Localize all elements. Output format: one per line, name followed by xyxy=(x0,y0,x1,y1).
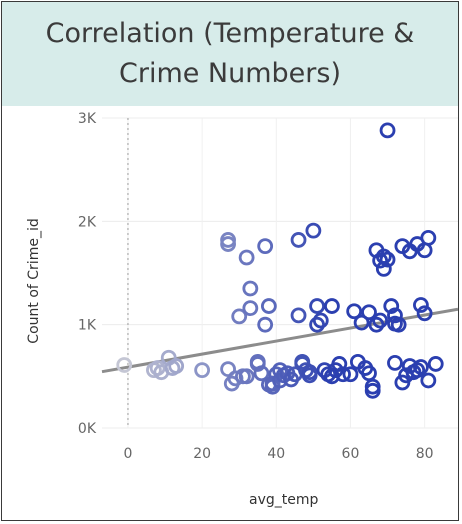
x-axis-title: avg_temp xyxy=(249,492,318,508)
x-tick-label: 0 xyxy=(123,446,132,462)
data-point-44 xyxy=(309,316,325,333)
data-point-13 xyxy=(231,308,248,325)
y-axis-ticks: 0K 1K 2K 3K xyxy=(78,111,97,437)
y-tick-label: 0K xyxy=(78,421,97,437)
data-point-56 xyxy=(353,314,370,331)
data-point-62 xyxy=(368,316,385,333)
data-point-65 xyxy=(372,252,389,269)
x-tick-label: 60 xyxy=(342,446,360,462)
data-point-67 xyxy=(375,260,392,277)
x-tick-label: 80 xyxy=(416,446,434,462)
data-point-15 xyxy=(238,368,255,385)
x-tick-label: 20 xyxy=(193,446,211,462)
y-tick-label: 3K xyxy=(78,111,97,127)
data-points xyxy=(116,122,444,399)
data-point-0 xyxy=(116,357,133,373)
data-point-61 xyxy=(364,382,381,399)
data-point-22 xyxy=(257,316,274,333)
data-point-53 xyxy=(342,366,359,383)
data-point-10 xyxy=(220,236,236,252)
data-point-74 xyxy=(390,316,407,333)
data-point-7 xyxy=(194,362,211,379)
data-point-17 xyxy=(242,300,259,317)
data-point-8 xyxy=(220,361,236,378)
title-banner: Correlation (Temperature & Crime Numbers… xyxy=(2,2,458,106)
data-point-45 xyxy=(312,312,329,329)
data-point-23 xyxy=(257,238,274,255)
data-point-42 xyxy=(305,222,322,239)
data-point-41 xyxy=(301,364,318,381)
data-point-84 xyxy=(413,359,429,375)
data-point-83 xyxy=(413,297,429,313)
x-axis-ticks: 0 20 40 60 80 xyxy=(123,446,433,462)
data-point-52 xyxy=(335,366,351,383)
data-point-12 xyxy=(227,370,244,387)
data-point-16 xyxy=(238,249,255,266)
data-point-21 xyxy=(253,365,270,382)
data-point-68 xyxy=(379,251,396,268)
data-point-73 xyxy=(387,354,403,371)
y-tick-label: 2K xyxy=(78,214,97,230)
data-point-82 xyxy=(409,362,426,379)
chart-title: Correlation (Temperature & Crime Numbers… xyxy=(45,18,415,89)
data-point-88 xyxy=(420,372,437,389)
data-point-54 xyxy=(346,303,363,320)
data-point-27 xyxy=(264,375,281,392)
data-point-85 xyxy=(416,305,433,322)
scatter-chart: 0K 1K 2K 3K 0 20 40 60 80 Count of Crime_id avg… xyxy=(26,111,458,508)
data-point-70 xyxy=(383,298,400,314)
data-point-18 xyxy=(242,280,259,297)
data-point-69 xyxy=(379,122,396,139)
x-tick-label: 40 xyxy=(267,446,285,462)
data-point-64 xyxy=(372,312,389,329)
data-point-35 xyxy=(290,307,307,324)
y-axis-title: Count of Crime_id xyxy=(26,218,42,343)
data-point-43 xyxy=(309,298,325,314)
data-point-89 xyxy=(427,356,444,372)
data-point-6 xyxy=(168,358,185,374)
data-point-71 xyxy=(387,307,403,324)
data-point-2 xyxy=(149,360,166,376)
data-point-48 xyxy=(324,298,340,314)
y-tick-label: 1K xyxy=(78,318,97,334)
data-point-24 xyxy=(260,298,277,314)
data-point-87 xyxy=(420,229,437,246)
data-point-58 xyxy=(361,304,377,321)
data-point-36 xyxy=(290,232,307,248)
